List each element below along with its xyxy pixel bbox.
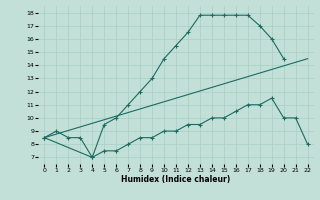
X-axis label: Humidex (Indice chaleur): Humidex (Indice chaleur) xyxy=(121,175,231,184)
